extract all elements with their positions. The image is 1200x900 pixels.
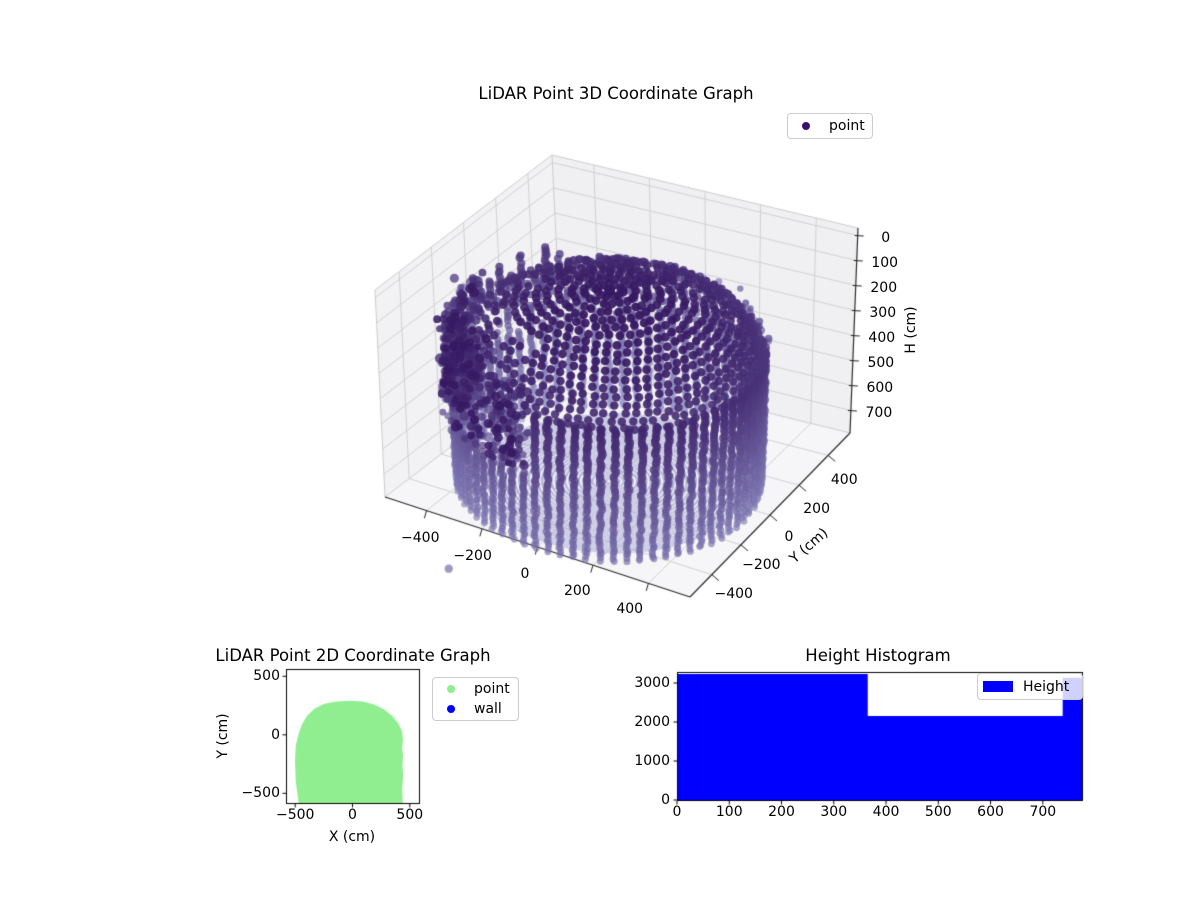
- plot2d-legend: point wall: [432, 677, 519, 721]
- histogram-title: Height Histogram: [805, 646, 951, 665]
- wall-legend-label: wall: [474, 701, 502, 717]
- point-legend-marker-icon: [447, 685, 455, 693]
- point-legend-label: point: [829, 118, 865, 134]
- height-legend-patch-icon: [983, 681, 1013, 692]
- legend-row: point: [433, 679, 518, 699]
- histogram-legend: Height: [977, 673, 1083, 700]
- wall-legend-marker-icon: [447, 705, 455, 713]
- plot3d-legend: point: [787, 113, 873, 139]
- plot3d-title: LiDAR Point 3D Coordinate Graph: [478, 84, 754, 103]
- legend-row: point: [788, 116, 872, 136]
- legend-row: Height: [978, 677, 1082, 697]
- plot2d-title: LiDAR Point 2D Coordinate Graph: [215, 646, 491, 665]
- point-legend-marker-icon: [802, 122, 810, 130]
- height-legend-label: Height: [1023, 678, 1070, 695]
- plot3d-h-axis-label: H (cm): [903, 306, 919, 354]
- plot2d-x-axis-label: X (cm): [328, 829, 376, 845]
- point-legend-label: point: [474, 681, 510, 697]
- legend-row: wall: [433, 699, 518, 719]
- plot2d-y-axis-label: Y (cm): [215, 713, 231, 759]
